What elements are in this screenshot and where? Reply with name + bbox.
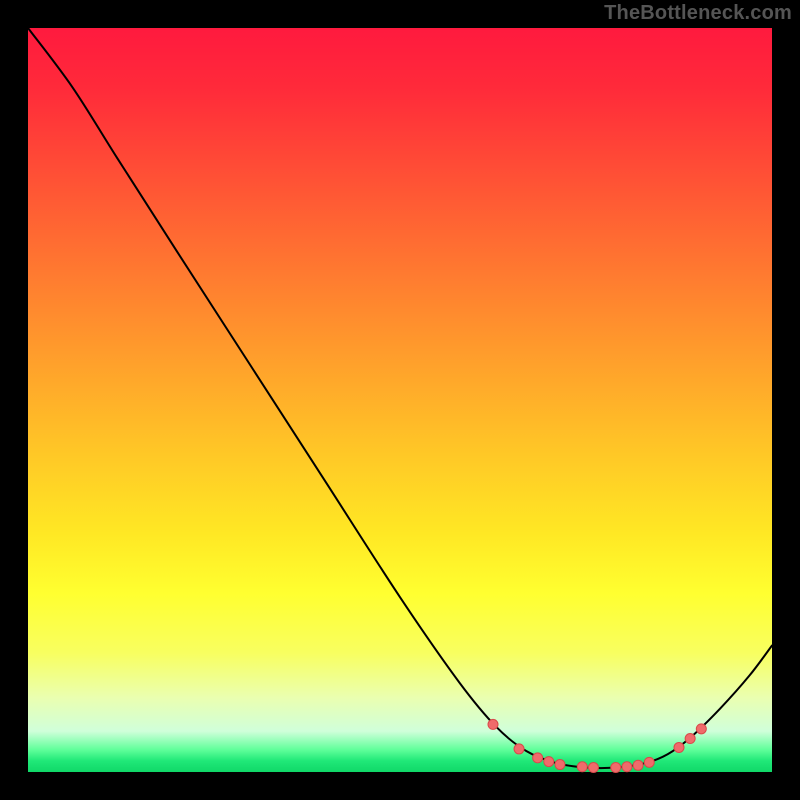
- marker-point: [577, 762, 587, 772]
- marker-point: [514, 744, 524, 754]
- marker-point: [533, 753, 543, 763]
- marker-point: [488, 719, 498, 729]
- marker-point: [544, 757, 554, 767]
- marker-point: [644, 757, 654, 767]
- plot-svg: [0, 0, 800, 800]
- marker-point: [622, 762, 632, 772]
- watermark-text: TheBottleneck.com: [604, 2, 792, 25]
- marker-point: [696, 724, 706, 734]
- marker-point: [555, 760, 565, 770]
- marker-point: [685, 734, 695, 744]
- marker-point: [633, 760, 643, 770]
- marker-point: [611, 763, 621, 773]
- marker-point: [674, 742, 684, 752]
- marker-point: [588, 763, 598, 773]
- chart-container: TheBottleneck.com: [0, 0, 800, 800]
- plot-background: [28, 28, 772, 772]
